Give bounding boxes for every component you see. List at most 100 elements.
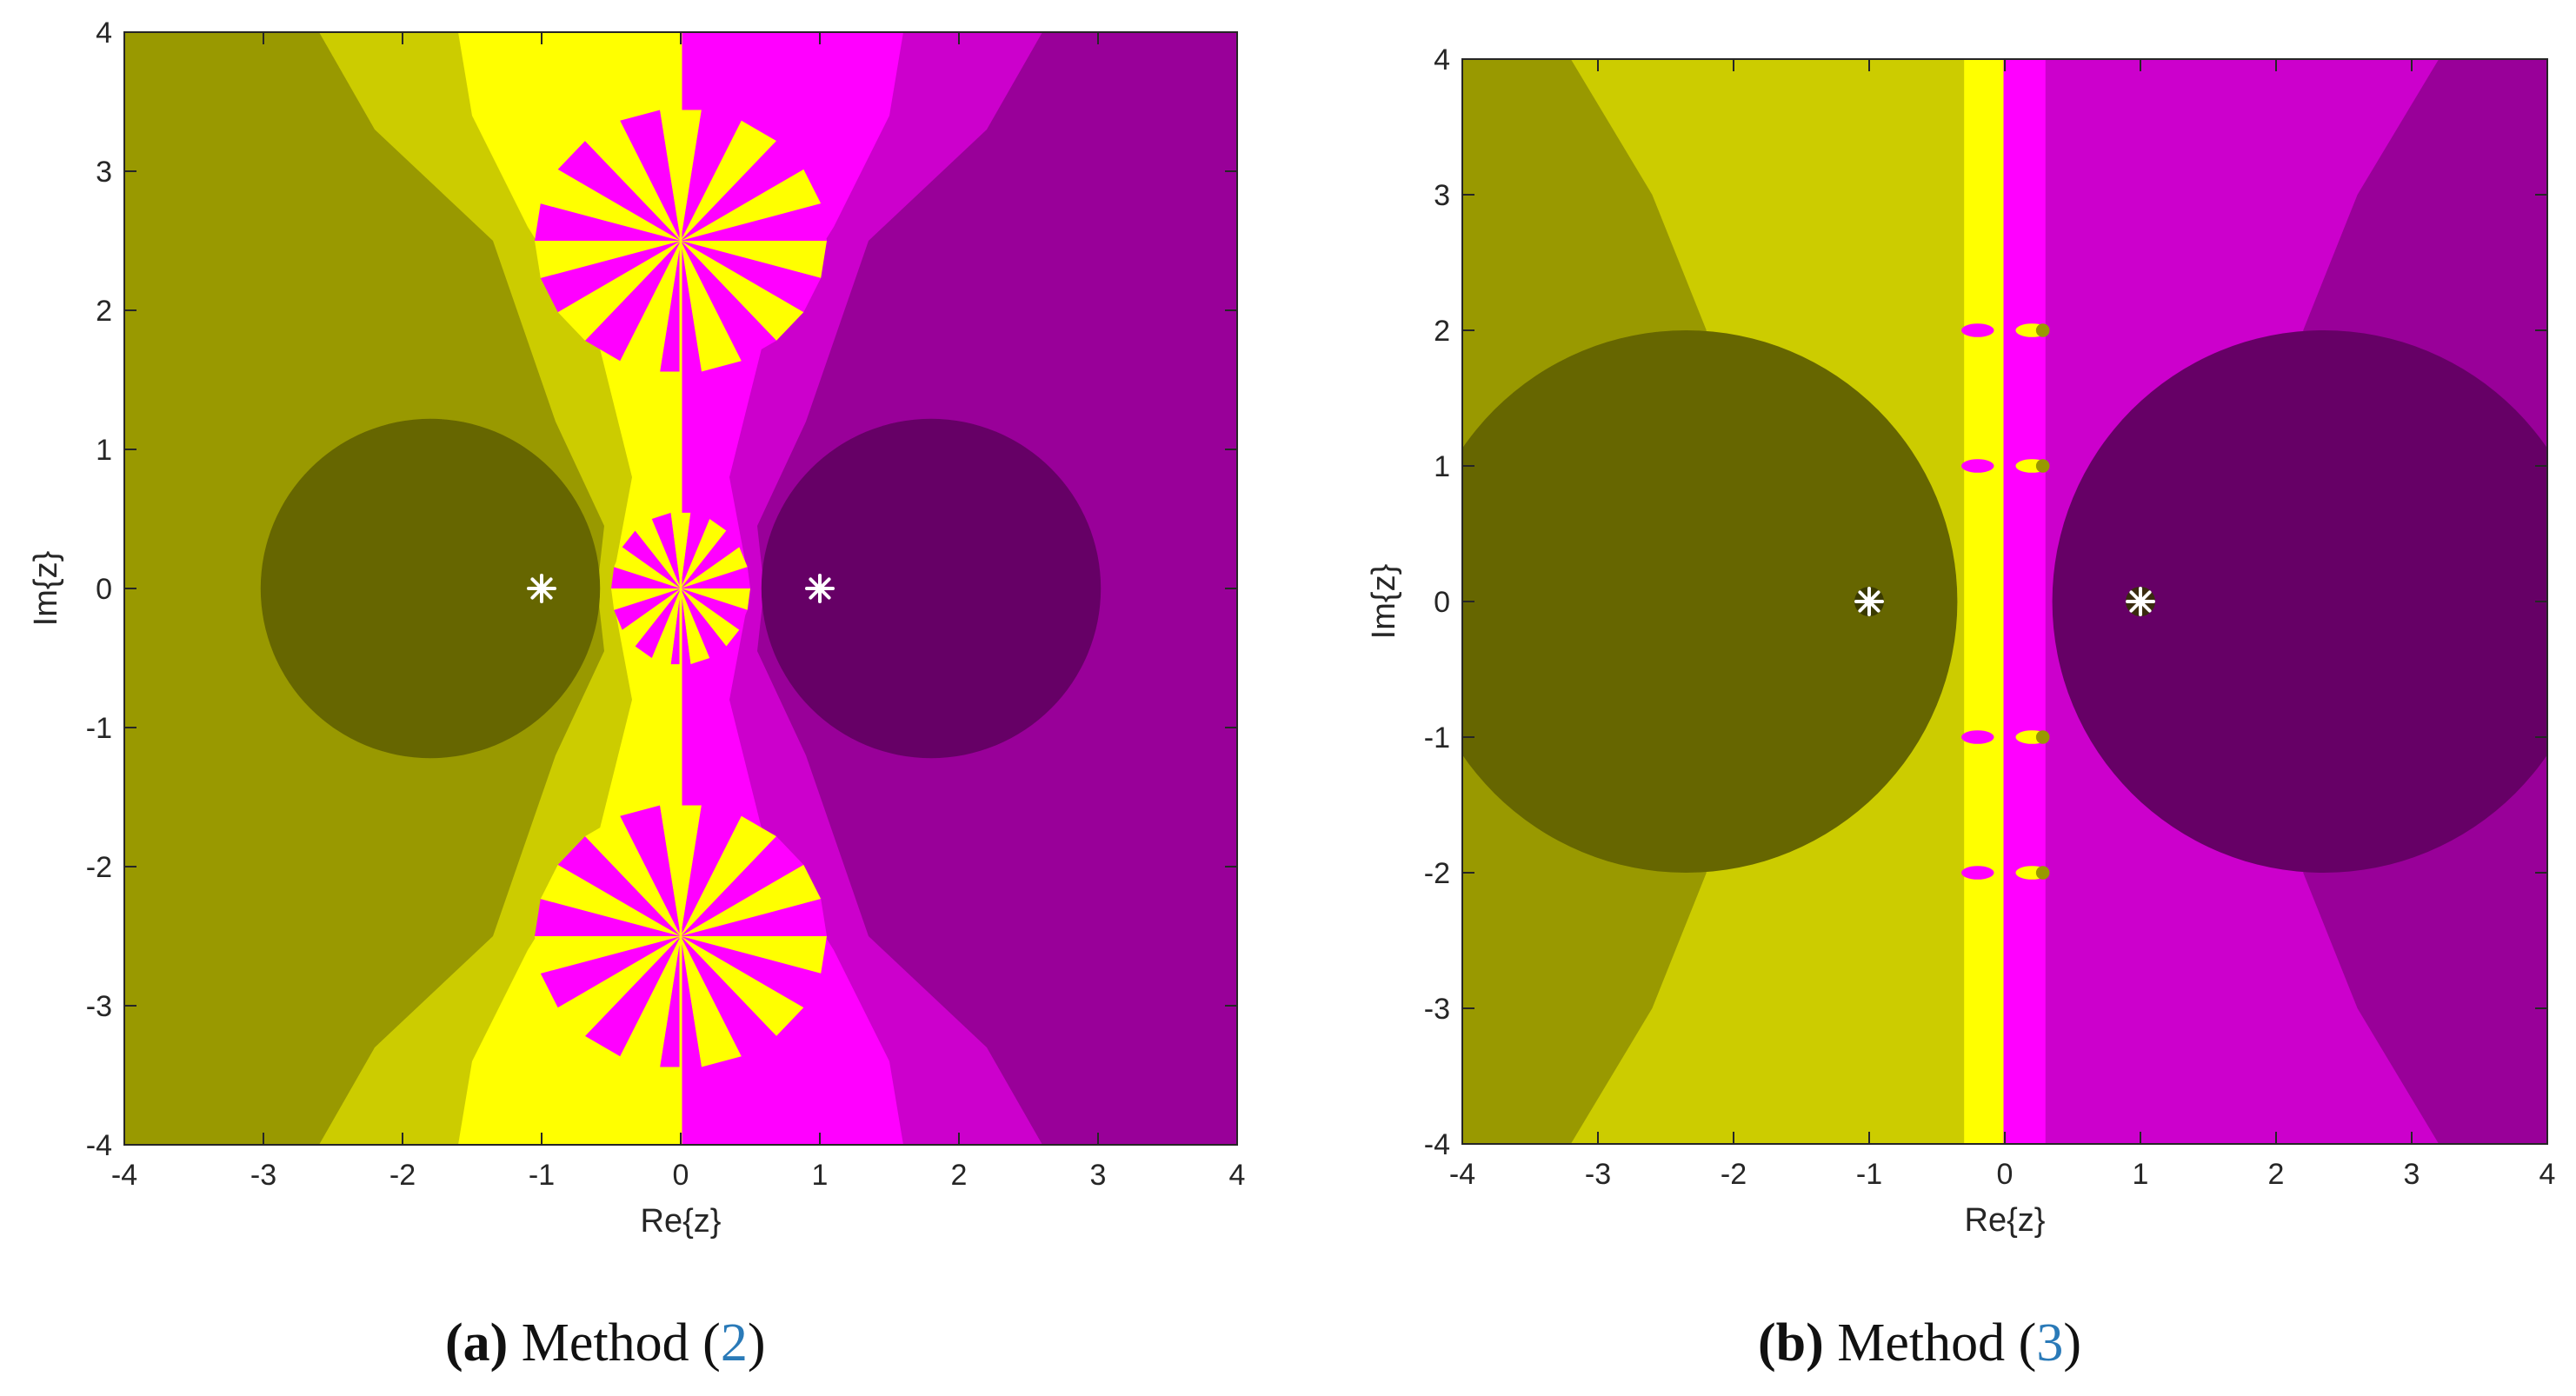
caption-letter: (a) — [445, 1313, 509, 1373]
x-tick-label: -3 — [250, 1159, 276, 1192]
root-marker — [805, 574, 835, 603]
petal — [681, 836, 804, 936]
y-tick-label: -2 — [1424, 857, 1450, 890]
fractal-rosette — [1961, 866, 2050, 880]
petal — [681, 588, 750, 610]
y-tick-label: 4 — [96, 17, 112, 50]
y-tick-label: -1 — [86, 712, 112, 745]
petal — [614, 547, 681, 588]
x-tick-label: 4 — [2539, 1158, 2556, 1191]
x-tick-label: 0 — [1997, 1158, 2014, 1191]
y-tick-label: 1 — [1434, 450, 1450, 483]
petal — [584, 241, 681, 362]
x-tick-label: 4 — [1229, 1159, 1246, 1192]
petal — [681, 864, 822, 936]
root-marker — [527, 574, 556, 603]
y-tick-label: 0 — [96, 573, 112, 606]
x-tick-label: 0 — [673, 1159, 689, 1192]
petal — [681, 936, 827, 974]
x-tick-label: -3 — [1585, 1158, 1611, 1191]
petal — [635, 518, 681, 588]
petal — [681, 241, 827, 278]
petal — [2035, 866, 2050, 880]
petal — [681, 547, 748, 588]
petal — [535, 899, 681, 936]
petal — [681, 815, 777, 936]
x-tick-label: 2 — [951, 1159, 968, 1192]
caption-ref-link[interactable]: 3 — [2036, 1313, 2064, 1373]
x-tick-label: -4 — [111, 1159, 137, 1192]
x-axis-label: Re{z} — [1965, 1202, 2046, 1239]
petal — [681, 518, 727, 588]
petal — [557, 141, 681, 241]
root-asterisk-stroke — [530, 577, 553, 600]
root-asterisk-stroke — [809, 577, 831, 600]
chart-panel-a: -4 -3 -2 -1 0 1 2 3 4 -4 -3 -2 -1 0 1 2 3 4 Re{z} Im{z} (a)… — [0, 0, 1287, 1396]
fractal-rosette — [1961, 459, 2050, 473]
core-disk-right — [2052, 330, 2547, 873]
y-axis-label: Im{z} — [1366, 564, 1402, 640]
petal — [540, 936, 681, 1008]
petal — [620, 805, 681, 936]
petal — [614, 588, 681, 630]
root-asterisk-stroke — [1858, 590, 1880, 613]
petal — [611, 588, 681, 610]
core-disk-left — [260, 418, 601, 759]
petal — [681, 936, 822, 1008]
y-tick-label: 2 — [1434, 315, 1450, 348]
petal — [622, 588, 681, 647]
root-marker — [2126, 587, 2155, 616]
petal — [681, 936, 777, 1057]
petal — [1961, 459, 1994, 473]
petal — [535, 241, 681, 278]
basin-left-edge — [1964, 59, 2005, 1144]
x-tick-label: 2 — [2268, 1158, 2285, 1191]
petal — [535, 936, 681, 974]
petal — [2035, 459, 2050, 473]
petal — [584, 120, 681, 241]
petal — [540, 864, 681, 936]
petal — [620, 936, 681, 1067]
fractal-rosette — [535, 805, 827, 1067]
y-tick-label: 3 — [1434, 179, 1450, 212]
petal — [2035, 323, 2050, 337]
petal — [681, 530, 740, 588]
petal — [681, 110, 742, 241]
x-tick-label: -2 — [1721, 1158, 1747, 1191]
petal — [681, 241, 804, 341]
x-tick-label: -2 — [389, 1159, 416, 1192]
x-tick-label: 1 — [812, 1159, 829, 1192]
caption-letter: (b) — [1758, 1313, 1824, 1373]
petal — [681, 241, 742, 372]
petal — [681, 899, 827, 936]
x-tick-label: -4 — [1449, 1158, 1475, 1191]
petal — [681, 203, 827, 241]
y-axis-label: Im{z} — [28, 551, 64, 627]
basin-plot-b: -4 -3 -2 -1 0 1 2 3 4 -4 -3 -2 -1 0 1 2 3 4 Re{z} Im{z} — [1366, 43, 2556, 1239]
petal — [1961, 866, 1994, 880]
petal — [681, 588, 727, 659]
caption-ref-open: ( — [2018, 1313, 2037, 1373]
petal — [681, 141, 804, 241]
caption-ref-link[interactable]: 2 — [720, 1313, 748, 1373]
y-tick-label: -3 — [1424, 993, 1450, 1026]
plot-area — [124, 32, 1237, 1145]
petal — [611, 567, 681, 588]
petal — [540, 169, 681, 241]
y-tick-label: 4 — [1434, 43, 1450, 76]
y-tick-label: -3 — [86, 990, 112, 1023]
caption-a: (a) Method (2) — [445, 1313, 765, 1374]
caption-b: (b) Method (3) — [1758, 1313, 2081, 1374]
fractal-rosette — [535, 110, 827, 372]
core-disk-right — [761, 418, 1102, 759]
petal — [681, 588, 748, 630]
petal — [557, 936, 681, 1036]
y-tick-label: -1 — [1424, 721, 1450, 755]
petal — [681, 567, 750, 588]
petal — [557, 241, 681, 341]
caption-text: Method — [521, 1313, 689, 1373]
basin-right-edge — [2005, 59, 2046, 1144]
x-tick-label: 3 — [1090, 1159, 1107, 1192]
petal — [681, 241, 822, 313]
x-axis-label: Re{z} — [641, 1203, 722, 1240]
